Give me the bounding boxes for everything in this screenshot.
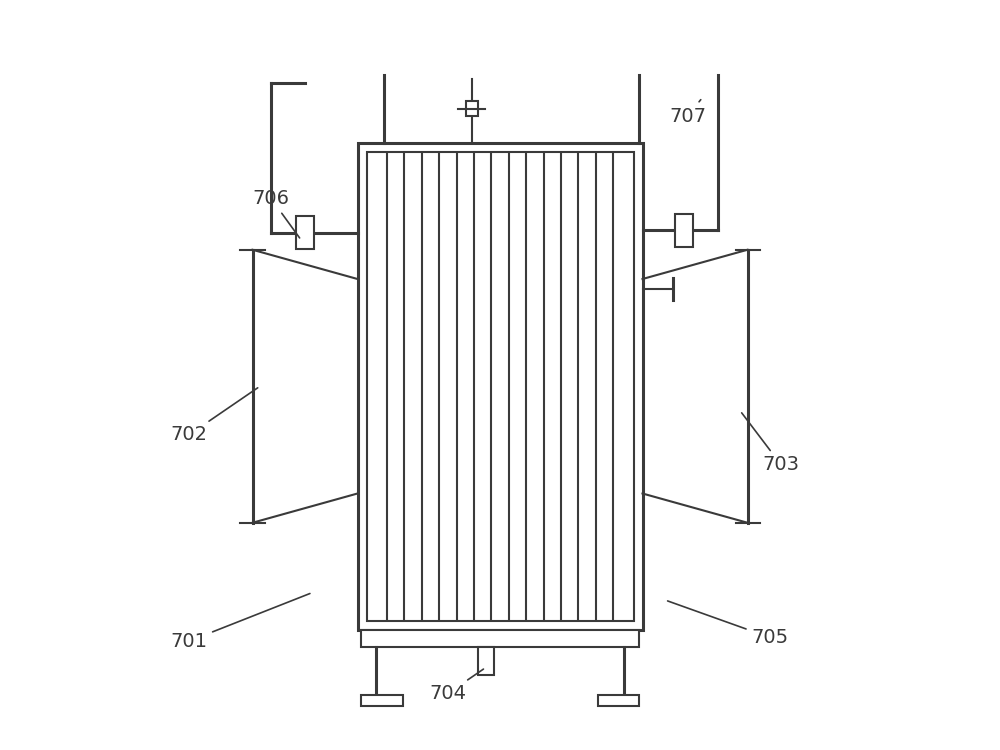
Bar: [675, 214, 693, 247]
Text: 705: 705: [668, 601, 789, 647]
Text: 707: 707: [669, 100, 706, 126]
Bar: [478, 646, 494, 675]
Text: 702: 702: [170, 388, 258, 445]
Text: 701: 701: [170, 593, 310, 651]
Bar: [296, 216, 314, 249]
Text: 703: 703: [742, 413, 800, 475]
Text: 704: 704: [429, 669, 483, 704]
Bar: [366, 152, 634, 621]
Bar: [361, 630, 639, 646]
Bar: [358, 142, 642, 630]
Bar: [598, 695, 639, 706]
Bar: [361, 695, 402, 706]
Text: 706: 706: [253, 189, 300, 238]
Bar: [466, 101, 478, 116]
